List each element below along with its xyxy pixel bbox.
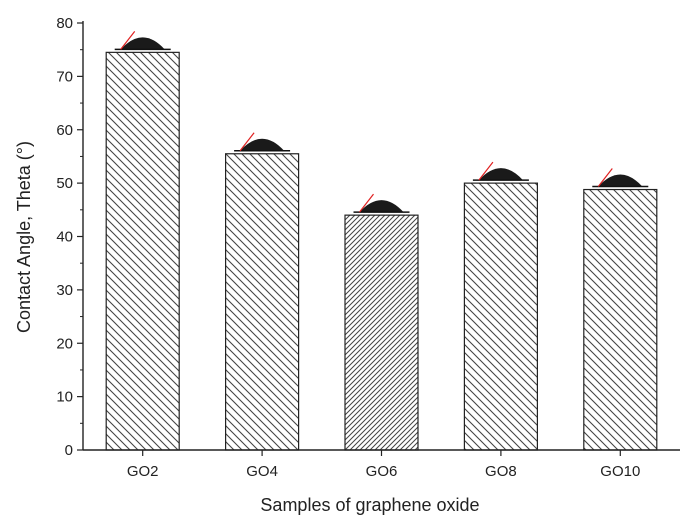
y-tick-label-10: 10 xyxy=(56,389,73,406)
x-tick-label-GO2: GO2 xyxy=(127,463,159,480)
y-tick-label-40: 40 xyxy=(56,229,73,246)
bar-GO10 xyxy=(583,188,658,451)
contact-angle-line-GO8 xyxy=(478,161,494,181)
droplet-image-GO4 xyxy=(240,138,285,151)
y-tick-label-30: 30 xyxy=(56,282,73,299)
droplet-image-GO10 xyxy=(598,174,643,187)
droplet-image-GO8 xyxy=(478,168,523,181)
y-tick-label-60: 60 xyxy=(56,122,73,139)
x-tick-label-GO10: GO10 xyxy=(600,463,640,480)
droplet-image-GO2 xyxy=(120,37,165,50)
y-axis-title: Contact Angle, Theta (°) xyxy=(14,141,34,333)
x-tick-label-GO8: GO8 xyxy=(485,463,517,480)
y-tick-label-50: 50 xyxy=(56,175,73,192)
y-tick-label-20: 20 xyxy=(56,335,73,352)
plot-area: GO2 GO4 GO6 GO8 GO10 0 10 20 30 40 50 60 70 80 xyxy=(56,15,680,480)
x-axis-title: Samples of graphene oxide xyxy=(260,495,479,515)
x-tick-label-GO4: GO4 xyxy=(246,463,278,480)
contact-angle-line-GO4 xyxy=(239,132,255,152)
bar-GO6 xyxy=(344,214,419,451)
y-tick-label-80: 80 xyxy=(56,15,73,32)
x-tick-label-GO6: GO6 xyxy=(366,463,398,480)
contact-angle-line-GO6 xyxy=(359,193,374,213)
y-tick-label-0: 0 xyxy=(65,442,73,459)
bar-GO4 xyxy=(225,153,300,451)
bar-GO2 xyxy=(105,51,180,451)
bar-GO8 xyxy=(463,182,538,451)
contact-angle-line-GO10 xyxy=(597,168,613,187)
y-tick-label-70: 70 xyxy=(56,68,73,85)
droplet-image-GO6 xyxy=(359,200,404,213)
contact-angle-line-GO2 xyxy=(120,30,136,50)
